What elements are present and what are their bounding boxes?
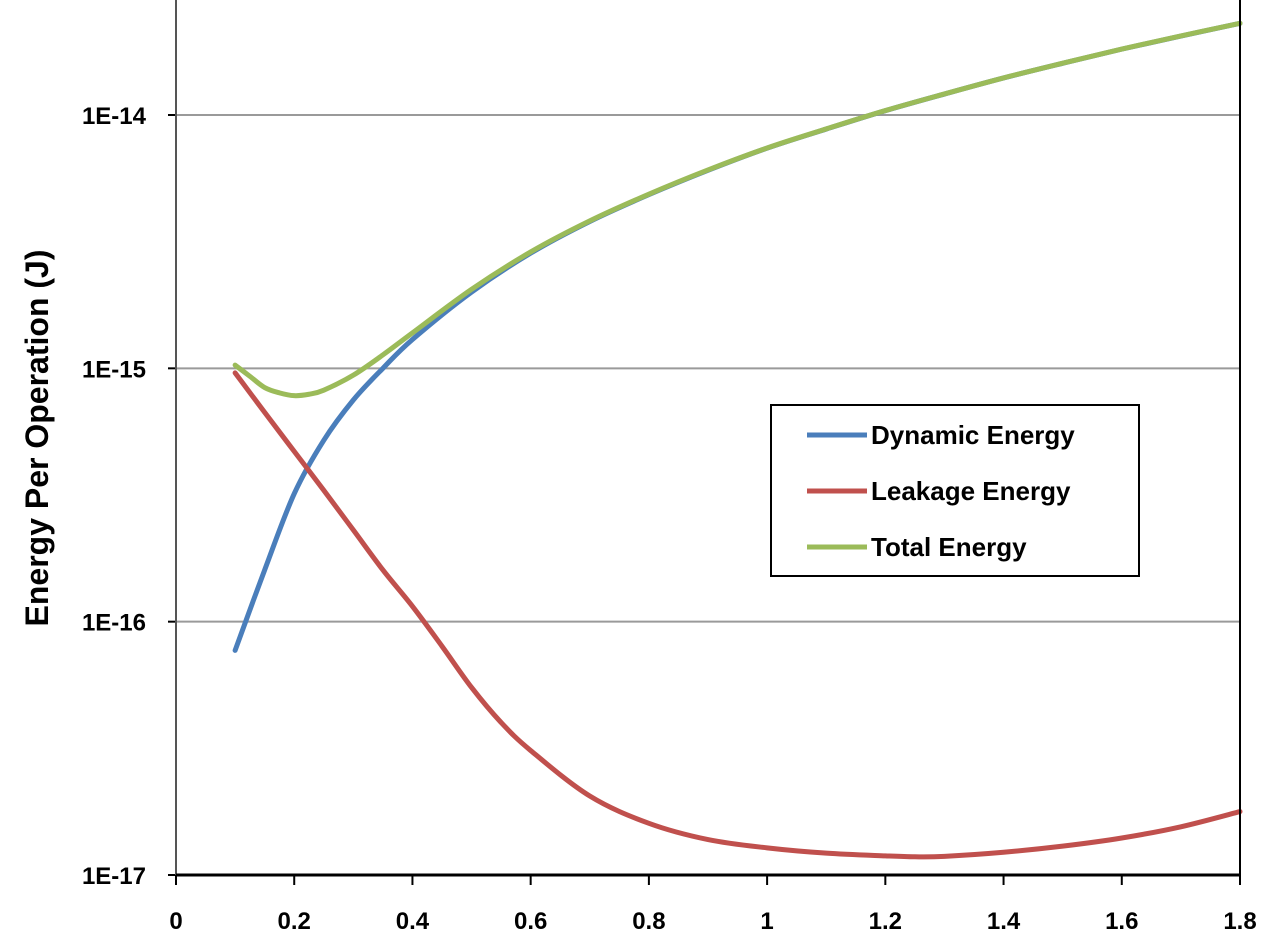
axes bbox=[168, 0, 1241, 885]
series-lines bbox=[232, 20, 1243, 860]
x-tick-label: 0.6 bbox=[514, 908, 547, 935]
legend: Dynamic Energy Leakage Energy Total Energy bbox=[770, 404, 1140, 577]
x-tick-label: 0.2 bbox=[278, 908, 311, 935]
series-line-total-energy bbox=[232, 20, 1243, 399]
x-tick-label: 1.2 bbox=[869, 908, 902, 935]
x-tick-label: 0.8 bbox=[632, 908, 665, 935]
x-tick-label: 1.6 bbox=[1105, 908, 1138, 935]
series-line-leakage-energy bbox=[232, 370, 1243, 860]
x-tick-label: 1.4 bbox=[987, 908, 1021, 935]
y-tick-label: 1E-17 bbox=[82, 863, 146, 890]
x-tick-label: 0.4 bbox=[396, 908, 430, 935]
y-tick-label: 1E-16 bbox=[82, 610, 146, 637]
gridlines bbox=[176, 114, 1240, 623]
legend-label-dynamic-energy: Dynamic Energy bbox=[871, 420, 1075, 450]
tick-labels: 1E-17 1E-16 1E-15 1E-14 0 0.2 0.4 0.6 0.8 1 1.2 1.4… bbox=[82, 103, 1257, 935]
y-axis-title: Energy Per Operation (J) bbox=[19, 250, 55, 627]
legend-label-leakage-energy: Leakage Energy bbox=[871, 476, 1071, 506]
x-tick-label: 0 bbox=[169, 908, 182, 935]
y-tick-label: 1E-14 bbox=[82, 103, 147, 130]
y-tick-label: 1E-15 bbox=[82, 356, 146, 383]
x-tick-label: 1.8 bbox=[1223, 908, 1256, 935]
x-tick-label: 1 bbox=[760, 908, 773, 935]
legend-label-total-energy: Total Energy bbox=[871, 532, 1027, 562]
